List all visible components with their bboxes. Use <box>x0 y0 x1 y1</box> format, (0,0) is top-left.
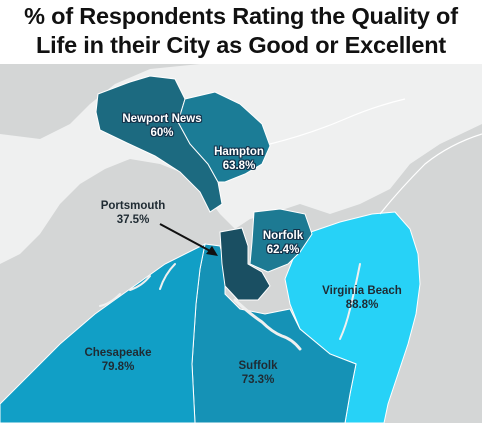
label-virginia-beach: Virginia Beach 88.8% <box>310 284 414 312</box>
portsmouth-pointer-line <box>159 223 213 253</box>
region-name: Hampton <box>214 146 264 158</box>
label-newport-news: Newport News 60% <box>118 112 206 140</box>
region-virginia-beach <box>284 211 421 423</box>
river-inlet <box>99 263 176 307</box>
label-hampton: Hampton 63.8% <box>204 145 274 173</box>
region-name: Virginia Beach <box>322 285 402 297</box>
region-name: Newport News <box>122 113 202 125</box>
label-suffolk: Suffolk 73.3% <box>226 359 290 387</box>
river-inlet <box>339 263 361 340</box>
region-value: 88.8% <box>345 299 379 311</box>
bridge-line <box>379 133 482 215</box>
region-value: 62.4% <box>266 244 300 256</box>
region-hampton <box>177 91 271 183</box>
region-value: 60% <box>150 127 174 139</box>
region-chesapeake <box>0 243 206 423</box>
label-portsmouth: Portsmouth 37.5% <box>93 199 173 227</box>
map <box>0 64 482 423</box>
region-value: 37.5% <box>116 214 150 226</box>
title-line-1: % of Respondents Rating the Quality of <box>24 3 458 29</box>
label-norfolk: Norfolk 62.4% <box>250 229 316 257</box>
bridge-line <box>269 98 406 145</box>
region-name: Portsmouth <box>100 200 166 212</box>
region-newport-news <box>95 75 223 213</box>
label-chesapeake: Chesapeake 79.8% <box>76 346 160 374</box>
region-name: Norfolk <box>262 230 304 242</box>
region-name: Chesapeake <box>84 347 152 359</box>
map-svg <box>0 64 482 423</box>
chart-title: % of Respondents Rating the Quality of L… <box>0 0 482 66</box>
region-value: 79.8% <box>101 361 135 373</box>
portsmouth-pointer-head <box>206 246 218 256</box>
river-inlet <box>233 298 302 351</box>
region-value: 73.3% <box>241 374 275 386</box>
region-value: 63.8% <box>222 160 256 172</box>
region-name: Suffolk <box>238 360 278 372</box>
region-portsmouth <box>219 227 271 301</box>
title-line-2: Life in their City as Good or Excellent <box>35 32 447 58</box>
region-norfolk <box>249 208 313 273</box>
